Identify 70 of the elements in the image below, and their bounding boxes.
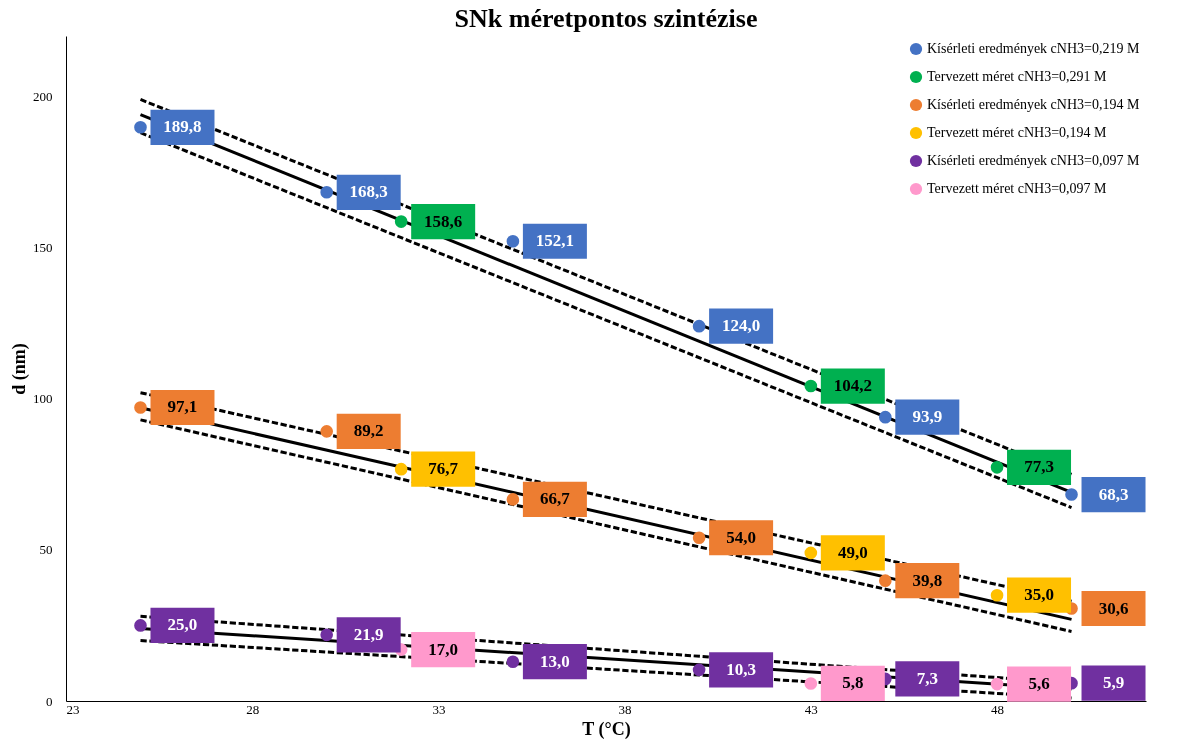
data-label: 76,7: [428, 459, 459, 479]
x-tick-label: 23: [66, 701, 80, 717]
point: [134, 120, 147, 134]
data-label: 93,9: [912, 407, 943, 427]
legend-label: Tervezett méret cNH3=0,097 M: [927, 181, 1108, 196]
data-label: 168,3: [349, 182, 388, 202]
point: [506, 493, 520, 506]
point: [506, 655, 520, 669]
data-label: 35,0: [1024, 585, 1054, 605]
point: [506, 234, 520, 248]
chart-title: SNk méretpontos szintézise: [454, 4, 758, 33]
data-label: 97,1: [167, 397, 198, 417]
y-tick-label: 200: [33, 88, 53, 104]
x-tick-label: 28: [246, 701, 260, 717]
point: [990, 461, 1004, 474]
point: [692, 663, 706, 677]
point: [320, 628, 334, 642]
point: [134, 619, 147, 632]
y-axis-title: d (nm): [9, 343, 30, 395]
data-label: 104,2: [833, 376, 872, 396]
point: [320, 425, 334, 438]
x-tick-label: 48: [991, 701, 1005, 717]
x-axis-title: T (°C): [582, 718, 631, 740]
point: [878, 410, 892, 424]
data-label: 39,8: [912, 570, 943, 590]
legend-label: Kísérleti eredmények cNH3=0,097 M: [927, 153, 1140, 168]
data-label: 5,6: [1028, 674, 1050, 694]
y-tick-label: 150: [33, 240, 53, 256]
data-label: 13,0: [540, 651, 570, 671]
data-label: 49,0: [837, 542, 868, 562]
point: [320, 185, 334, 199]
data-label: 21,9: [353, 624, 384, 644]
legend-label: Kísérleti eredmények cNH3=0,219 M: [927, 41, 1140, 56]
x-tick-label: 38: [618, 701, 632, 717]
x-tick-label: 43: [804, 701, 818, 717]
y-tick-label: 0: [46, 693, 53, 709]
data-label: 158,6: [424, 211, 463, 231]
point: [394, 462, 408, 476]
data-label: 30,6: [1098, 598, 1129, 618]
legend-label: Kísérleti eredmények cNH3=0,194 M: [927, 97, 1140, 112]
point: [990, 677, 1004, 691]
y-tick-label: 50: [39, 542, 53, 558]
point: [394, 215, 408, 228]
point: [878, 574, 892, 588]
point: [804, 677, 818, 690]
data-label: 7,3: [916, 668, 938, 688]
point: [804, 546, 818, 560]
point: [990, 588, 1004, 602]
point: [804, 379, 818, 393]
data-label: 66,7: [540, 489, 571, 509]
data-label: 54,0: [726, 527, 756, 547]
data-label: 68,3: [1098, 484, 1129, 504]
legend-label: Tervezett méret cNH3=0,194 M: [927, 125, 1108, 140]
point: [1065, 488, 1078, 501]
data-label: 25,0: [167, 615, 198, 635]
legend-label: Tervezett méret cNH3=0,291 M: [927, 69, 1108, 84]
data-label: 124,0: [721, 316, 761, 336]
data-label: 152,1: [535, 231, 575, 251]
data-label: 10,3: [726, 659, 756, 679]
data-label: 77,3: [1024, 457, 1054, 477]
point: [134, 401, 147, 414]
point: [692, 319, 706, 333]
y-tick-label: 100: [33, 391, 53, 407]
data-label: 5,8: [842, 673, 864, 693]
data-label: 89,2: [353, 421, 384, 441]
data-label: 189,8: [163, 117, 202, 137]
x-tick-label: 33: [432, 701, 446, 717]
point: [692, 531, 706, 545]
data-label: 5,9: [1102, 673, 1125, 693]
data-label: 17,0: [428, 639, 459, 659]
